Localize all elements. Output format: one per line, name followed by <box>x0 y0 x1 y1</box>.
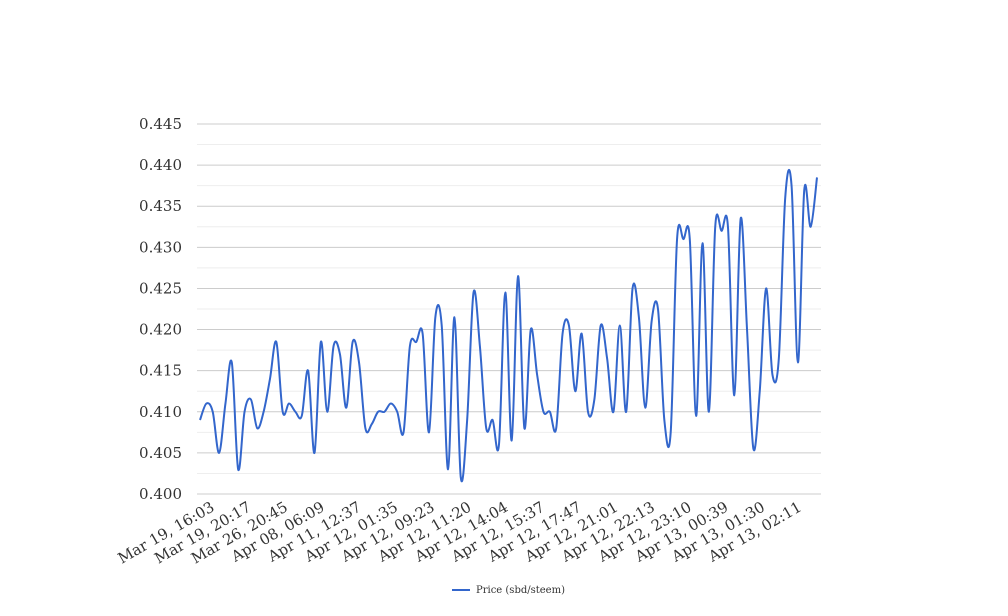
legend-label: Price (sbd/steem) <box>476 585 565 596</box>
y-tick-label: 0.415 <box>139 362 182 380</box>
gridlines <box>197 123 821 495</box>
y-tick-label: 0.440 <box>139 156 182 174</box>
y-tick-label: 0.445 <box>139 115 182 133</box>
y-tick-label: 0.400 <box>139 485 182 503</box>
y-tick-label: 0.420 <box>139 321 182 339</box>
y-tick-label: 0.410 <box>139 403 182 421</box>
y-tick-label: 0.435 <box>139 197 182 215</box>
y-tick-label: 0.405 <box>139 444 182 462</box>
y-axis-tick-labels: 0.400 0.405 0.410 0.415 0.420 0.425 0.430 0.435… <box>139 115 182 503</box>
series-line <box>199 169 818 483</box>
y-tick-label: 0.425 <box>139 279 182 297</box>
legend: Price (sbd/steem) <box>452 585 565 596</box>
y-tick-label: 0.430 <box>139 238 182 256</box>
series-group <box>199 169 818 483</box>
